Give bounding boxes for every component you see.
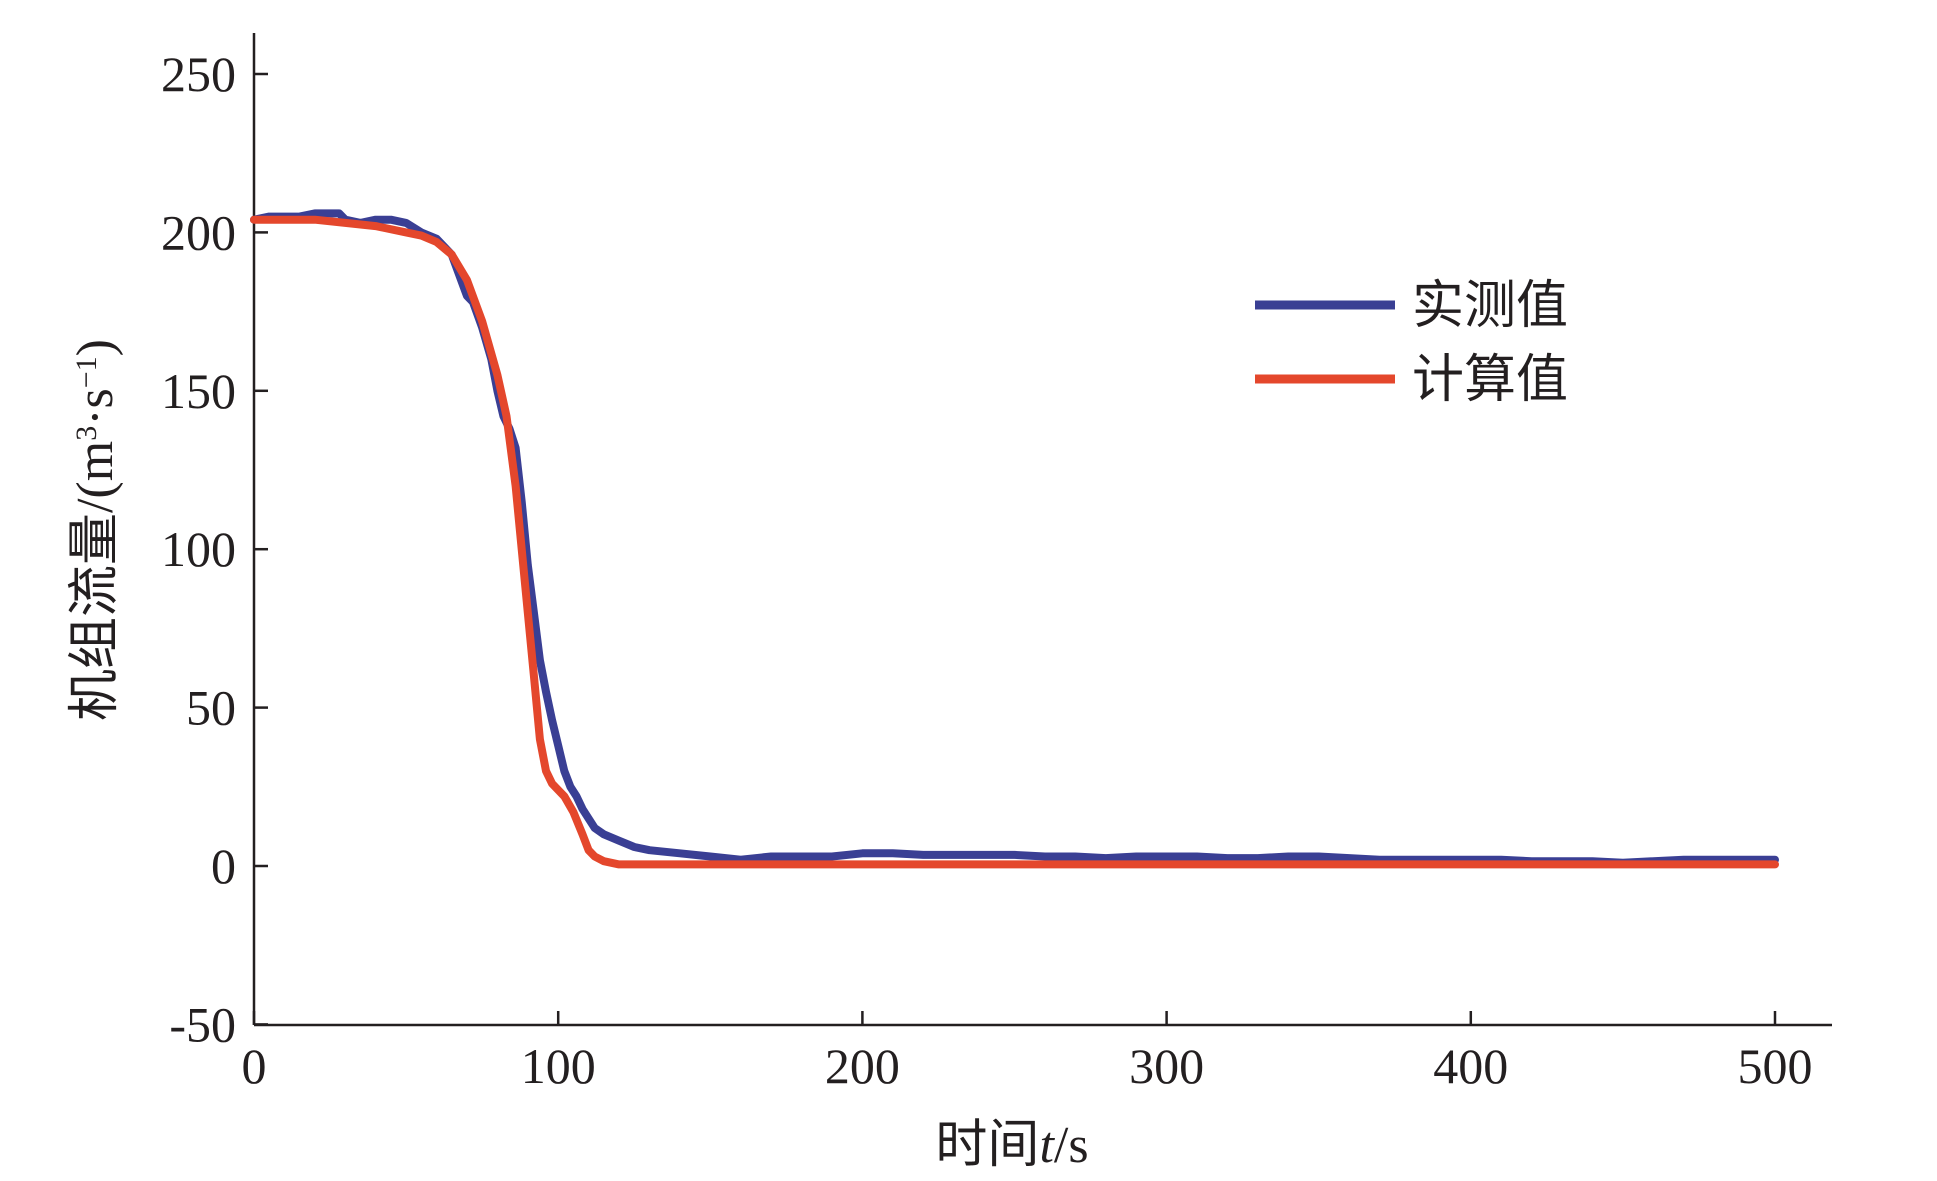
x-tick-label: 500 (1738, 1038, 1813, 1094)
y-tick-label: 200 (161, 204, 236, 260)
y-tick-label: -50 (169, 996, 236, 1052)
x-axis-label-text: 时间 (935, 1115, 1039, 1175)
legend-label-calculated: 计算值 (1412, 350, 1568, 410)
y-axis-label: 机组流量/(m3·s−1) (65, 339, 125, 721)
y-tick-label: 250 (161, 46, 236, 102)
series-layer (250, 209, 1779, 869)
series-calculated-line (250, 215, 1779, 869)
x-axis-label-unit: /s (1054, 1117, 1089, 1174)
x-tick-label: 200 (825, 1038, 900, 1094)
x-tick-label: 400 (1433, 1038, 1508, 1094)
y-axis-label-sup2: −1 (70, 356, 103, 388)
x-axis-label-var: t (1039, 1117, 1055, 1174)
y-axis-label-sup1: 3 (70, 426, 103, 441)
y-tick-label: 50 (186, 680, 236, 736)
y-tick-label: 150 (161, 363, 236, 419)
y-axis-label-mid: ·s (67, 388, 124, 426)
legend: 实测值 计算值 (1255, 276, 1568, 410)
x-ticks: 0 100 200 300 400 500 (242, 1011, 1813, 1094)
y-tick-label: 100 (161, 521, 236, 577)
y-axis-label-close: ) (67, 339, 124, 356)
legend-label-measured: 实测值 (1412, 276, 1568, 336)
y-axis-label-text: 机组流量 (65, 513, 125, 721)
x-tick-label: 0 (242, 1038, 267, 1094)
x-axis-label: 时间t/s (935, 1115, 1088, 1175)
x-tick-label: 300 (1129, 1038, 1204, 1094)
y-ticks: -50 0 50 100 150 200 250 (161, 46, 268, 1052)
y-axis-label-unit-open: /(m (67, 441, 124, 513)
y-tick-label: 0 (211, 838, 236, 894)
x-tick-label: 100 (521, 1038, 596, 1094)
